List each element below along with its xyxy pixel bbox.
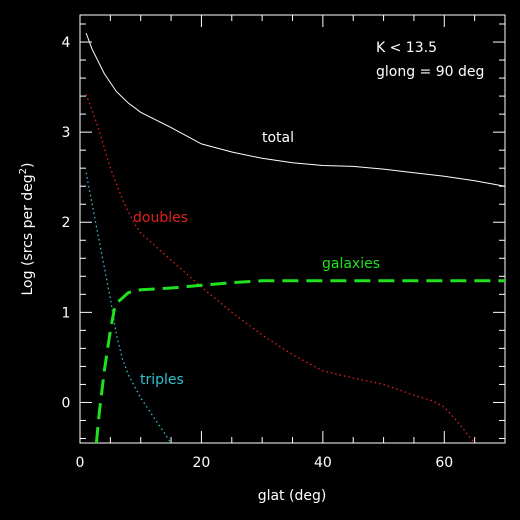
series-line-total [85, 32, 506, 187]
y-axis-label-superscript: 2 [18, 168, 29, 174]
y-tick-label: 4 [62, 35, 71, 51]
y-tick-label: 0 [62, 395, 71, 411]
y-axis-label: Log (srcs per deg2) [18, 162, 36, 295]
axis-ticks: 0 20 40 60 0 1 2 3 4 [62, 15, 506, 471]
x-tick-label: 0 [76, 455, 85, 471]
annotation-k-limit: K < 13.5 [376, 40, 437, 56]
series-labels: total doubles triples galaxies [133, 130, 380, 388]
y-tick-label: 2 [62, 215, 71, 231]
x-tick-label: 60 [435, 455, 453, 471]
x-tick-label: 20 [193, 455, 211, 471]
series-label-galaxies: galaxies [322, 256, 380, 272]
y-tick-label: 1 [62, 305, 71, 321]
series-label-triples: triples [140, 372, 184, 388]
y-axis-label-close: ) [20, 162, 36, 167]
y-tick-label: 3 [62, 125, 71, 141]
series-line-doubles [85, 94, 476, 444]
annotation-glong: glong = 90 deg [376, 64, 484, 80]
series-line-galaxies [94, 279, 505, 444]
y-axis-label-main: Log (srcs per deg [20, 174, 36, 295]
series-layer [85, 32, 506, 444]
x-tick-label: 40 [314, 455, 332, 471]
x-axis-label: glat (deg) [258, 488, 327, 504]
series-label-total: total [262, 130, 294, 146]
series-label-doubles: doubles [133, 210, 188, 226]
